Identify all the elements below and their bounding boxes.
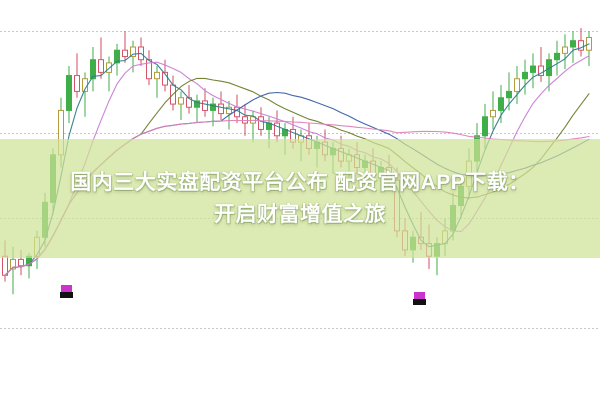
chart-markers bbox=[60, 285, 426, 305]
